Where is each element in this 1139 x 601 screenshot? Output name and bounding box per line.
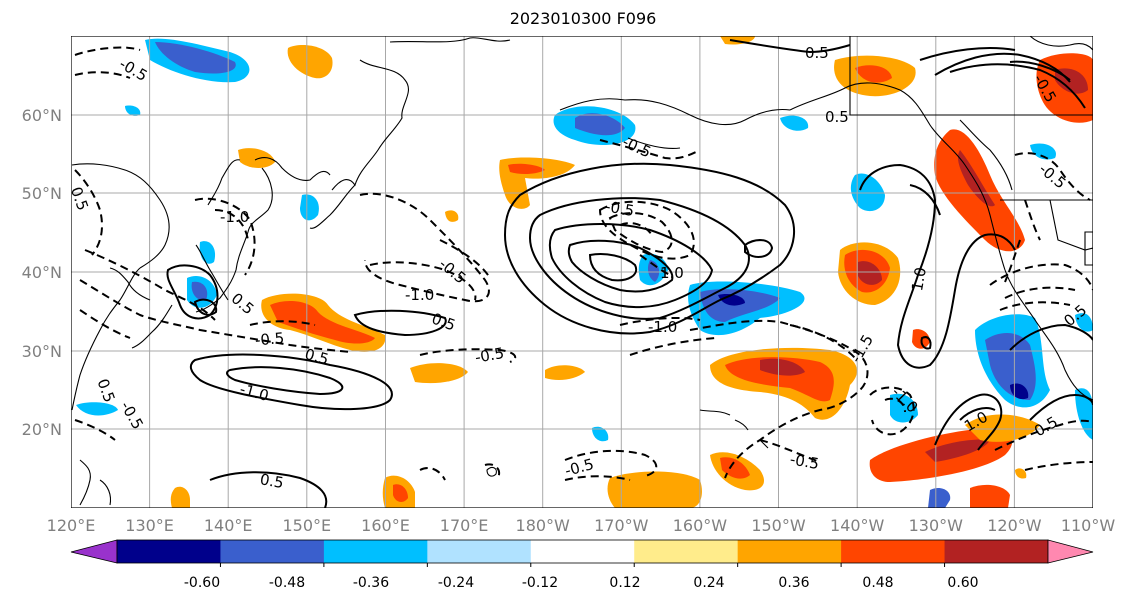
- lat-tick-label: 40°N: [22, 263, 62, 282]
- lon-tick-label: 150°E: [282, 516, 331, 535]
- lon-tick-labels: 120°E 130°E 140°E 150°E 160°E 170°E 180°…: [47, 516, 1116, 535]
- lon-tick-label: 140°W: [830, 516, 885, 535]
- contour-label: -0.5: [789, 450, 821, 473]
- lon-tick-label: 130°E: [125, 516, 174, 535]
- colorbar-cell: [220, 540, 325, 563]
- lon-tick-label: 170°W: [594, 516, 649, 535]
- colorbar-cell: [530, 540, 635, 563]
- contour-label: -0.5: [474, 344, 506, 367]
- colorbar-high-extension: [1047, 539, 1094, 564]
- lat-tick-label: 50°N: [22, 184, 62, 203]
- contour-label: 1.0: [660, 264, 684, 282]
- colorbar-cell: [117, 540, 221, 563]
- coastlines: [71, 36, 1093, 506]
- colorbar-tick-label: 0.60: [947, 575, 978, 591]
- colorbar-cell: [841, 540, 946, 563]
- contour-label: -1.0: [220, 208, 249, 226]
- contour-label: -1.0: [648, 318, 677, 336]
- shaded-anomalies: [76, 36, 1093, 508]
- contour-label: 0.5: [259, 470, 286, 492]
- lat-tick-labels: 20°N 30°N 40°N 50°N 60°N: [22, 106, 62, 439]
- colorbar-tick-label: -0.60: [184, 575, 220, 591]
- negative-anomaly-areas: [76, 38, 1093, 508]
- lon-tick-label: 160°W: [673, 516, 728, 535]
- lon-tick-label: 150°W: [751, 516, 806, 535]
- lon-tick-label: 180°W: [516, 516, 571, 535]
- contour-lines-dashed: [74, 46, 1093, 481]
- lon-tick-label: 160°E: [361, 516, 410, 535]
- lat-tick-label: 20°N: [22, 420, 62, 439]
- colorbar: -0.60 -0.48 -0.36 -0.24 -0.12 0.12 0.24 …: [70, 539, 1094, 591]
- colorbar-ticks: [219, 563, 946, 567]
- contour-label: -0.5: [254, 329, 285, 349]
- contour-label: 0.5: [825, 108, 849, 126]
- colorbar-tick-label: -0.12: [522, 575, 558, 591]
- lon-tick-label: 130°W: [909, 516, 964, 535]
- contour-label: -0.5: [604, 197, 636, 220]
- lon-tick-label: 120°E: [47, 516, 96, 535]
- contour-label: 0.5: [805, 44, 829, 62]
- colorbar-tick-label: -0.36: [353, 575, 389, 591]
- lon-tick-label: 120°W: [987, 516, 1042, 535]
- colorbar-cell: [944, 540, 1049, 563]
- contour-label: 1.0: [908, 266, 930, 293]
- colorbar-tick-label: 0.24: [693, 575, 724, 591]
- contour-lines: [166, 39, 1093, 508]
- colorbar-tick-label: 0.48: [862, 575, 893, 591]
- colorbar-cell: [427, 540, 532, 563]
- colorbar-tick-label: 0.12: [609, 575, 640, 591]
- map-title: 2023010300 F096: [509, 9, 657, 28]
- map-panel: -0.5 0.5 -0.5 0.5 -1.0 -1.0 0.5 -0.5 -0.…: [67, 36, 1093, 508]
- colorbar-tick-label: -0.48: [269, 575, 305, 591]
- lon-tick-label: 170°E: [440, 516, 489, 535]
- colorbar-cells: [116, 539, 1049, 564]
- colorbar-cell: [737, 540, 842, 563]
- contour-label: 0.5: [67, 184, 92, 213]
- lat-tick-label: 30°N: [22, 342, 62, 361]
- colorbar-cell: [634, 540, 739, 563]
- colorbar-tick-label: -0.24: [438, 575, 474, 591]
- contour-label: -1.0: [405, 286, 434, 304]
- colorbar-tick-labels: -0.60 -0.48 -0.36 -0.24 -0.12 0.12 0.24 …: [184, 575, 979, 591]
- colorbar-tick-label: 0.36: [778, 575, 809, 591]
- positive-anomaly-areas: [170, 36, 1093, 508]
- colorbar-low-extension: [70, 539, 118, 564]
- lon-tick-label: 140°E: [204, 516, 253, 535]
- colorbar-cell: [323, 540, 428, 563]
- contour-label: 0.5: [303, 345, 331, 369]
- lat-tick-label: 60°N: [22, 106, 62, 125]
- lon-tick-label: 110°W: [1061, 516, 1116, 535]
